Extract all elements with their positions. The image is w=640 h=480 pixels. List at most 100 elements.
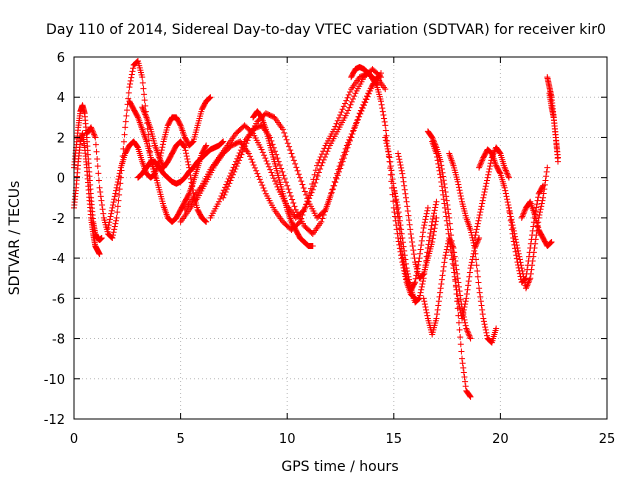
data-point — [295, 171, 302, 178]
data-point — [537, 206, 544, 213]
data-point — [529, 262, 536, 269]
data-point — [381, 118, 388, 125]
data-point — [186, 168, 193, 175]
data-point — [527, 270, 534, 277]
data-point — [226, 180, 233, 187]
data-point — [446, 235, 453, 241]
data-point — [221, 191, 228, 198]
data-point — [530, 249, 537, 256]
data-point — [282, 179, 289, 186]
data-point — [396, 159, 403, 166]
data-point — [228, 174, 235, 181]
data-point — [471, 245, 478, 252]
data-point — [141, 108, 148, 115]
data-point — [206, 94, 213, 101]
data-point — [262, 155, 269, 162]
data-point — [453, 286, 460, 293]
data-point — [139, 105, 146, 112]
data-point — [128, 71, 135, 78]
data-point — [270, 175, 277, 182]
data-point — [240, 145, 247, 152]
data-point — [467, 335, 474, 342]
data-point — [404, 207, 411, 214]
data-point — [474, 268, 481, 275]
data-point — [395, 150, 402, 157]
data-point — [400, 243, 407, 250]
data-point — [251, 164, 258, 171]
data-point — [121, 131, 128, 138]
data-point — [339, 106, 346, 113]
data-point — [438, 280, 445, 287]
data-point — [406, 279, 413, 286]
data-point — [223, 186, 230, 193]
data-point — [428, 222, 435, 229]
data-point — [437, 174, 444, 181]
data-point — [97, 193, 104, 200]
data-point — [348, 98, 355, 105]
data-point — [261, 187, 268, 194]
data-point — [452, 282, 459, 289]
y-tick-label: -4 — [52, 252, 65, 267]
data-point — [470, 239, 477, 246]
data-point — [512, 236, 519, 243]
data-point — [340, 103, 347, 110]
data-point — [116, 186, 123, 193]
data-point — [122, 124, 129, 131]
data-point — [410, 247, 417, 254]
data-point — [471, 235, 478, 241]
data-point — [220, 194, 227, 201]
data-point — [455, 319, 462, 326]
data-point — [513, 242, 520, 249]
data-point — [480, 194, 487, 201]
data-point — [94, 155, 101, 162]
data-point — [286, 143, 293, 150]
data-point — [95, 170, 102, 177]
x-tick-label: 0 — [70, 432, 78, 447]
data-point — [88, 124, 95, 131]
data-point — [432, 204, 439, 211]
data-point — [471, 247, 478, 254]
data-point — [415, 295, 422, 302]
data-point — [393, 199, 400, 206]
data-point — [516, 253, 523, 260]
data-point — [159, 144, 166, 151]
data-point — [460, 309, 467, 316]
data-point — [294, 167, 301, 174]
series-s12 — [250, 108, 316, 250]
data-point — [468, 262, 475, 269]
data-point — [424, 312, 431, 319]
data-point — [99, 206, 106, 213]
data-point — [465, 282, 472, 289]
data-point — [431, 207, 438, 214]
data-point — [123, 112, 130, 119]
data-point — [519, 213, 526, 220]
data-point — [474, 223, 481, 230]
data-point — [423, 210, 430, 217]
data-point — [394, 201, 401, 208]
data-point — [227, 177, 234, 184]
data-point — [462, 298, 469, 305]
data-point — [109, 232, 116, 239]
data-point — [378, 98, 385, 105]
data-point — [186, 164, 193, 171]
data-point — [482, 326, 489, 333]
data-point — [361, 98, 368, 105]
data-point — [109, 235, 116, 241]
data-point — [300, 185, 307, 192]
data-point — [100, 210, 107, 217]
data-point — [203, 218, 210, 225]
data-point — [547, 239, 554, 246]
data-point — [385, 151, 392, 158]
data-point — [524, 282, 531, 289]
y-tick-label: 4 — [57, 91, 65, 106]
data-point — [404, 203, 411, 210]
data-point — [484, 174, 491, 181]
data-point — [467, 226, 474, 233]
data-point — [236, 157, 243, 164]
data-point — [259, 182, 266, 189]
data-point — [477, 161, 484, 168]
data-point — [390, 180, 397, 187]
data-point — [465, 278, 472, 285]
data-point — [91, 133, 98, 140]
data-point — [443, 217, 450, 224]
